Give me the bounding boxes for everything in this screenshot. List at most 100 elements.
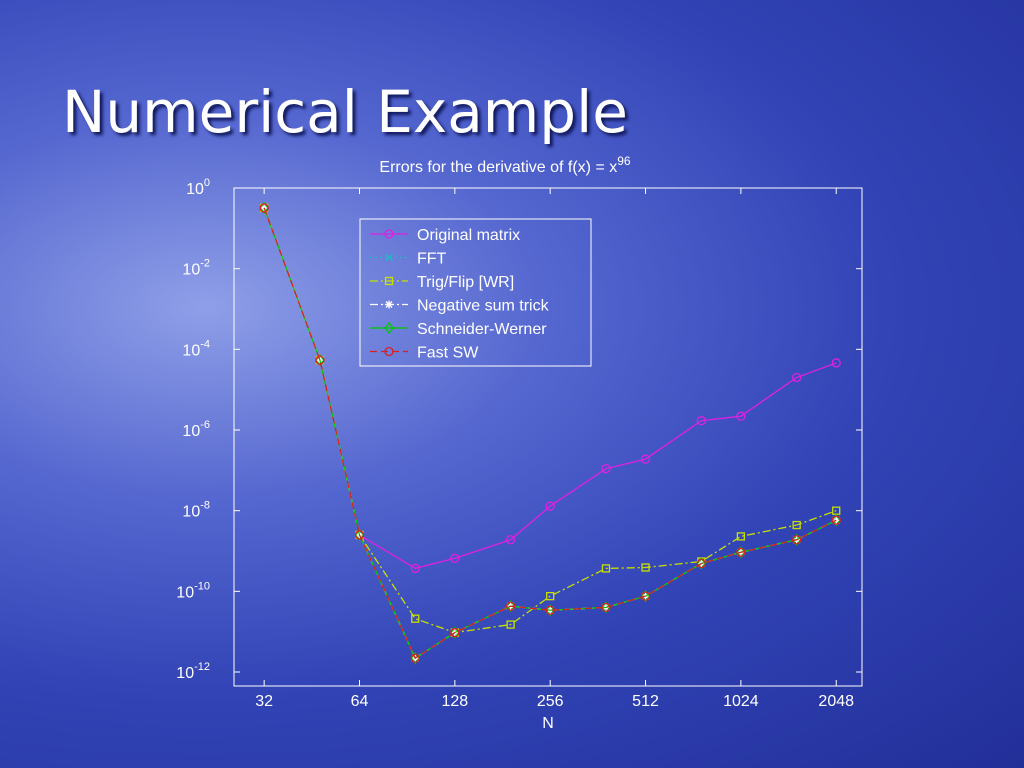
- marker: [410, 563, 420, 574]
- marker: [411, 614, 420, 623]
- x-tick-label: 512: [632, 693, 659, 710]
- marker: [450, 626, 460, 639]
- marker: [601, 601, 611, 614]
- y-tick-label: 100: [186, 177, 210, 198]
- y-tick-base: 10: [186, 181, 204, 198]
- y-tick-base: 10: [182, 342, 200, 359]
- marker: [505, 535, 516, 545]
- marker: [315, 355, 325, 365]
- y-tick-label: 10-12: [176, 661, 210, 682]
- legend-marker: [385, 253, 393, 262]
- legend-label: Trig/Flip [WR]: [417, 274, 514, 291]
- marker: [640, 590, 651, 603]
- legend-label: Schneider-Werner: [417, 321, 547, 338]
- marker: [696, 558, 706, 569]
- marker: [601, 464, 611, 474]
- legend-item: Schneider-Werner: [370, 321, 547, 338]
- y-tick-label: 10-10: [176, 580, 210, 601]
- marker: [640, 454, 651, 464]
- y-tick-label: 10-4: [182, 338, 210, 359]
- x-tick-label: 2048: [818, 693, 854, 710]
- y-tick-exponent: 0: [204, 177, 210, 189]
- chart-title-superscript: 96: [617, 154, 631, 168]
- x-tick-label: 256: [537, 693, 564, 710]
- marker: [354, 528, 365, 541]
- legend-item: Fast SW: [370, 345, 479, 362]
- marker: [545, 605, 555, 615]
- y-tick-exponent: -6: [200, 419, 210, 431]
- series-line: [263, 207, 837, 634]
- legend-marker: [384, 229, 394, 239]
- legend-label: FFT: [417, 251, 447, 268]
- marker: [831, 358, 841, 368]
- y-tick-label: 10-2: [182, 258, 210, 279]
- legend-item: FFT: [370, 251, 447, 268]
- slide-title: Numerical Example: [62, 78, 628, 146]
- x-tick-label: 64: [351, 693, 369, 710]
- marker: [354, 530, 365, 540]
- marker: [736, 411, 746, 421]
- marker: [546, 592, 555, 601]
- x-axis-label: N: [542, 715, 554, 732]
- marker: [260, 203, 269, 212]
- y-tick-exponent: -4: [200, 338, 210, 350]
- marker: [505, 600, 516, 613]
- y-tick-label: 10-8: [182, 500, 210, 521]
- marker: [736, 547, 746, 557]
- legend-box: [359, 218, 592, 367]
- legend-item: Original matrix: [370, 227, 520, 244]
- marker: [792, 372, 802, 383]
- x-tick-label: 1024: [723, 693, 759, 710]
- series-line: [263, 207, 837, 570]
- y-tick-exponent: -8: [200, 500, 210, 512]
- plot-frame: [233, 187, 863, 687]
- marker: [315, 354, 325, 367]
- legend-label: Negative sum trick: [417, 298, 550, 315]
- legend-item: Trig/Flip [WR]: [370, 274, 514, 291]
- marker: [696, 557, 707, 570]
- marker: [831, 515, 841, 525]
- marker: [696, 416, 706, 426]
- series-line: [263, 207, 837, 660]
- y-tick-exponent: -12: [194, 661, 210, 673]
- marker: [545, 501, 555, 511]
- marker: [601, 564, 611, 573]
- marker: [505, 601, 516, 611]
- marker: [545, 604, 556, 617]
- marker: [450, 627, 460, 638]
- legend-marker: [384, 321, 394, 335]
- y-tick-exponent: -2: [200, 258, 210, 270]
- marker: [640, 591, 651, 601]
- y-tick-label: 10-6: [182, 419, 210, 440]
- marker: [736, 532, 746, 541]
- legend-marker: [384, 346, 394, 357]
- marker: [832, 506, 841, 515]
- marker: [831, 514, 842, 527]
- series-line: [263, 207, 837, 660]
- y-tick-base: 10: [182, 262, 200, 279]
- y-tick-base: 10: [176, 665, 194, 682]
- legend-marker: [385, 300, 393, 309]
- marker: [450, 553, 460, 563]
- legend-item: Negative sum trick: [370, 298, 550, 315]
- x-tick-label: 128: [441, 693, 468, 710]
- y-tick-base: 10: [182, 504, 200, 521]
- x-tick-label: 32: [255, 693, 273, 710]
- marker: [601, 602, 611, 613]
- legend-marker: [384, 276, 394, 286]
- marker: [506, 620, 515, 629]
- marker: [736, 546, 746, 559]
- y-tick-base: 10: [182, 423, 200, 440]
- legend-label: Fast SW: [417, 345, 479, 362]
- marker: [792, 535, 802, 545]
- y-tick-exponent: -10: [194, 580, 210, 592]
- legend-label: Original matrix: [417, 227, 520, 244]
- y-tick-base: 10: [176, 584, 194, 601]
- marker: [832, 516, 841, 525]
- chart-title-text: Errors for the derivative of f(x) = x: [379, 159, 617, 176]
- marker: [259, 201, 269, 214]
- series-line: [263, 207, 837, 660]
- marker: [410, 653, 420, 663]
- marker: [259, 203, 269, 213]
